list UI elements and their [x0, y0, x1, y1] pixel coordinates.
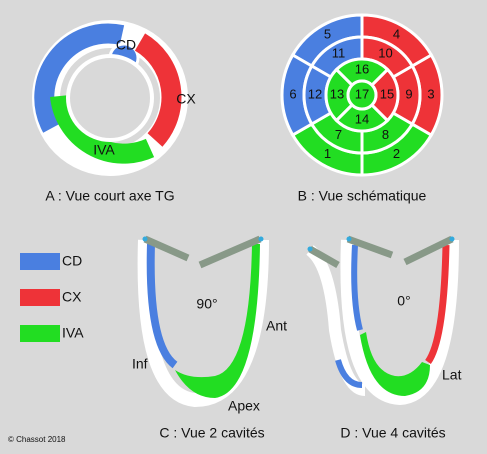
label-iva: IVA — [93, 142, 115, 158]
label-inf: Inf — [132, 356, 148, 372]
segment-number: 17 — [355, 86, 369, 101]
dot — [258, 236, 264, 242]
legend-swatch — [20, 289, 60, 306]
segment-number: 4 — [393, 27, 400, 42]
segment-number: 6 — [289, 86, 296, 101]
caption-a: A : Vue court axe TG — [45, 188, 174, 204]
copyright: © Chassot 2018 — [8, 435, 66, 444]
ring-inner — [66, 54, 154, 142]
label-apex: Apex — [228, 398, 260, 414]
segment-number: 14 — [355, 111, 369, 126]
dot — [307, 246, 313, 252]
caption-d: D : Vue 4 cavités — [340, 425, 445, 441]
segment-number: 5 — [324, 27, 331, 42]
wall-iva — [360, 332, 430, 396]
wall-outline — [340, 239, 459, 406]
panel-d: 0° Lat D : Vue 4 cavités — [305, 235, 462, 441]
caption-b: B : Vue schématique — [298, 188, 427, 204]
panel-c: 90° Ant Inf Apex C : Vue 2 cavités — [132, 235, 287, 441]
segment-number: 1 — [324, 146, 331, 161]
segment-number: 7 — [335, 127, 342, 142]
legend-label: CX — [62, 289, 82, 305]
valve — [198, 235, 262, 269]
dot — [346, 236, 352, 242]
valve — [346, 235, 394, 259]
segment-number: 13 — [330, 86, 344, 101]
segment-number: 12 — [308, 86, 322, 101]
segment-number: 10 — [378, 46, 392, 61]
legend-swatch — [20, 253, 60, 270]
segment-number: 3 — [427, 86, 434, 101]
segment — [346, 79, 378, 111]
dot — [449, 236, 455, 242]
segment-number: 2 — [393, 146, 400, 161]
dot — [142, 236, 148, 242]
segment-number: 15 — [380, 86, 394, 101]
legend-swatch — [20, 325, 60, 342]
segment-number: 16 — [355, 61, 369, 76]
wall-cx — [425, 244, 450, 365]
cd-arc — [34, 23, 125, 133]
segment-number: 11 — [332, 46, 346, 61]
wall-cd — [335, 359, 363, 388]
caption-c: C : Vue 2 cavités — [159, 425, 264, 441]
legend: CD CX IVA — [20, 253, 84, 342]
segment-number: 9 — [405, 86, 412, 101]
label-cd: CD — [116, 37, 136, 53]
wall-cd — [351, 244, 363, 331]
cx-arc — [134, 33, 182, 147]
label-ant: Ant — [266, 318, 287, 334]
angle-d: 0° — [397, 293, 410, 309]
valve — [143, 235, 190, 262]
segment-number: 8 — [382, 127, 389, 142]
panel-a: CD CX IVA A : Vue court axe TG — [32, 20, 196, 204]
label-lat: Lat — [442, 367, 462, 383]
angle-c: 90° — [196, 296, 217, 312]
wall-cd — [146, 243, 178, 369]
legend-label: CD — [62, 253, 82, 269]
wall-iva — [175, 244, 260, 398]
valve — [403, 235, 454, 266]
label-cx: CX — [176, 91, 196, 107]
valve — [308, 245, 340, 269]
wall-outline — [137, 239, 269, 408]
legend-label: IVA — [62, 325, 84, 341]
